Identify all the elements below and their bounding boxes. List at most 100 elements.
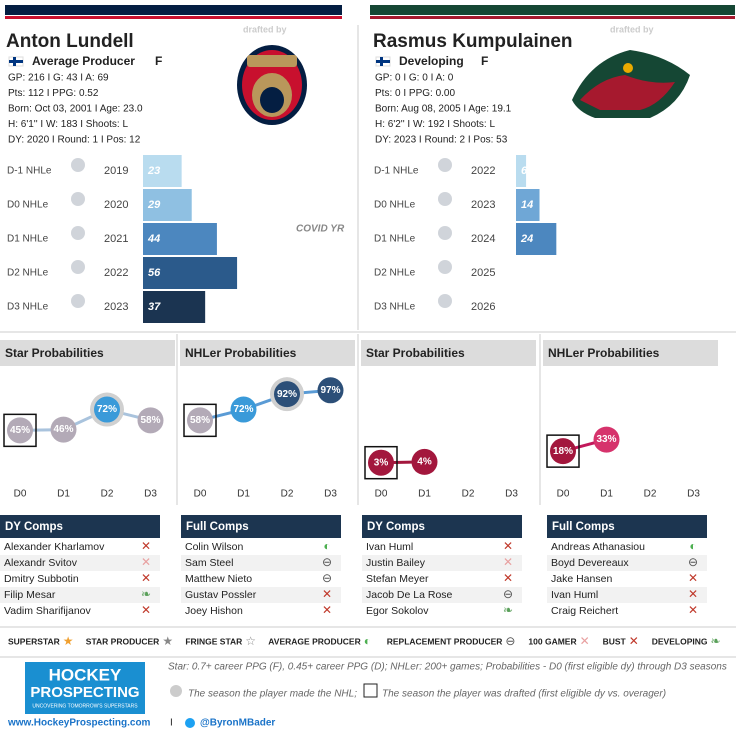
comp-icon: ✕ xyxy=(322,603,332,617)
comp-icon: ❧ xyxy=(141,587,151,601)
nhle-label: 24 xyxy=(520,233,533,245)
comp-name: Craig Reichert xyxy=(551,605,618,617)
x-label: D2 xyxy=(101,489,114,500)
season-label: D3 NHLe xyxy=(374,302,416,313)
season-label: D3 NHLe xyxy=(7,302,49,313)
stripe xyxy=(5,16,342,19)
x-label: D2 xyxy=(644,489,657,500)
x-label: D2 xyxy=(281,489,294,500)
position: F xyxy=(481,54,488,68)
probability-label: 46% xyxy=(53,424,73,435)
player-name: Anton Lundell xyxy=(6,31,134,52)
panel-title: Star Probabilities xyxy=(366,346,465,360)
twitter[interactable]: @ByronMBader xyxy=(200,718,275,729)
league-icon xyxy=(71,294,85,308)
comp-name: Dmitry Subbotin xyxy=(4,573,79,585)
stat: Pts: 112 I PPG: 0.52 xyxy=(8,88,99,99)
nhle-bar xyxy=(516,155,527,187)
drafted-by: drafted by xyxy=(610,24,654,34)
probability-point xyxy=(550,438,576,465)
league-icon xyxy=(438,158,452,172)
comp-icon: ✕ xyxy=(141,555,151,569)
probability-point xyxy=(230,396,257,423)
draft-note: The season the player was drafted (first… xyxy=(382,689,666,700)
legend-label: BUST xyxy=(603,636,627,646)
legend-label: STAR PRODUCER xyxy=(86,636,160,646)
legend-icon: ✕ xyxy=(580,634,590,648)
comp-name: Colin Wilson xyxy=(185,541,244,553)
x-label: D0 xyxy=(194,489,207,500)
comp-name: Ivan Huml xyxy=(366,541,413,553)
panel-title: NHLer Probabilities xyxy=(185,346,297,360)
website[interactable]: www.HockeyProspecting.com xyxy=(7,718,151,729)
stat: Pts: 0 I PPG: 0.00 xyxy=(375,88,455,99)
season-year: 2023 xyxy=(104,301,128,313)
comp-name: Jake Hansen xyxy=(551,573,612,585)
nhle-label: 23 xyxy=(147,165,160,177)
definition: Star: 0.7+ career PPG (F), 0.45+ career … xyxy=(168,662,727,673)
note: COVID YR xyxy=(296,224,345,235)
position: F xyxy=(155,54,162,68)
league-icon xyxy=(438,260,452,274)
row-bg xyxy=(547,555,707,571)
probability-label: 72% xyxy=(233,404,253,415)
draft-box xyxy=(546,434,580,468)
twitter-icon xyxy=(185,718,195,728)
flag xyxy=(8,56,24,67)
team-logo xyxy=(237,45,307,125)
x-label: D1 xyxy=(57,489,70,500)
comps-title: Full Comps xyxy=(186,521,249,533)
season-label: D-1 NHLe xyxy=(374,166,419,177)
probability-label: 3% xyxy=(374,457,389,468)
nhle-label: 14 xyxy=(521,199,533,211)
season-year: 2020 xyxy=(104,199,128,211)
legend-icon: ✕ xyxy=(629,634,639,648)
league-icon xyxy=(71,260,85,274)
comp-name: Alexandr Svitov xyxy=(4,557,78,569)
drafted-by: drafted by xyxy=(243,24,287,34)
comp-name: Boyd Devereaux xyxy=(551,557,629,569)
probability-label: 58% xyxy=(190,415,210,426)
league-icon xyxy=(438,226,452,240)
comp-icon: ✕ xyxy=(141,539,151,553)
legend-label: REPLACEMENT PRODUCER xyxy=(387,636,503,646)
legend-icon: ◐ xyxy=(364,634,371,648)
probability-line xyxy=(199,388,331,422)
legend-label: SUPERSTAR xyxy=(8,636,60,646)
legend-label: FRINGE STAR xyxy=(185,636,242,646)
season-year: 2023 xyxy=(471,199,495,211)
x-label: D1 xyxy=(237,489,250,500)
logo-tagline: UNCOVERING TOMORROW'S SUPERSTARS xyxy=(32,703,138,709)
panel-header xyxy=(361,340,536,366)
legend-label: AVERAGE PRODUCER xyxy=(268,636,360,646)
probability-point xyxy=(368,449,394,476)
comp-name: Matthew Nieto xyxy=(185,573,252,585)
nhle-bar xyxy=(516,189,540,221)
comp-icon: ✕ xyxy=(503,571,513,585)
season-year: 2024 xyxy=(471,233,495,245)
probability-label: 58% xyxy=(140,415,160,426)
nhle-bar xyxy=(516,223,557,255)
player-name: Rasmus Kumpulainen xyxy=(373,31,573,52)
x-label: D1 xyxy=(600,489,613,500)
separator: I xyxy=(170,718,173,729)
row-bg xyxy=(181,555,341,571)
season-year: 2026 xyxy=(471,301,495,313)
legend-icon: ★ xyxy=(63,634,74,648)
season-label: D0 NHLe xyxy=(374,200,416,211)
season-label: D1 NHLe xyxy=(7,234,49,245)
season-label: D-1 NHLe xyxy=(7,166,52,177)
nhle-label: 29 xyxy=(147,199,161,211)
comp-name: Egor Sokolov xyxy=(366,605,429,617)
season-year: 2022 xyxy=(471,165,495,177)
comp-icon: ⊖ xyxy=(688,555,698,569)
probability-label: 18% xyxy=(553,446,573,457)
comp-name: Alexander Kharlamov xyxy=(4,541,105,553)
stat: DY: 2020 I Round: 1 I Pos: 12 xyxy=(8,135,141,146)
x-label: D2 xyxy=(462,489,475,500)
season-label: D2 NHLe xyxy=(7,268,49,279)
comp-name: Justin Bailey xyxy=(366,557,426,569)
comp-icon: ✕ xyxy=(503,539,513,553)
panel-header xyxy=(0,340,175,366)
